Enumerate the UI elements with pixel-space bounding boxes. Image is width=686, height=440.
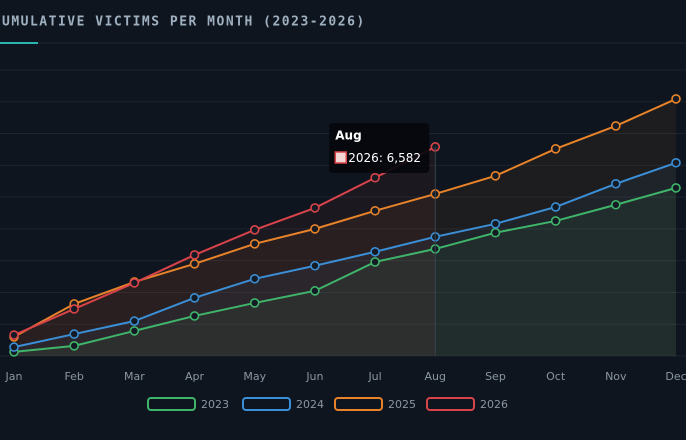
tooltip-box <box>329 123 430 173</box>
x-tick-label: Aug <box>425 370 446 383</box>
legend-swatch <box>426 397 475 411</box>
series-area <box>14 98 676 356</box>
point <box>249 298 260 308</box>
point <box>69 329 79 339</box>
point <box>129 326 140 336</box>
x-tick-label: Apr <box>185 370 205 383</box>
legend-swatch <box>147 397 196 411</box>
legend-label: 2024 <box>296 398 324 411</box>
lines <box>9 94 681 357</box>
point <box>189 250 200 260</box>
point <box>249 273 260 284</box>
point <box>671 94 681 104</box>
x-tick-label: Feb <box>64 370 83 383</box>
series-line <box>13 98 677 338</box>
tooltip-sep: : <box>379 151 387 165</box>
point <box>490 219 501 229</box>
point <box>550 144 561 154</box>
point <box>611 199 621 210</box>
x-tick-label: Jan <box>5 370 23 383</box>
x-tick-label: Mar <box>124 370 145 383</box>
tooltip-value: 2026: 6,582 <box>348 151 421 165</box>
point <box>69 341 79 351</box>
legend-label: 2023 <box>201 398 229 411</box>
point <box>370 246 380 257</box>
x-tick-label: Dec <box>665 370 686 383</box>
point <box>611 178 621 189</box>
tooltip-swatch <box>334 151 348 164</box>
x-tick-label: Nov <box>605 370 627 383</box>
point <box>671 157 681 168</box>
series-area <box>14 146 436 356</box>
point <box>129 278 140 288</box>
tooltip-series: 2026 <box>348 151 379 165</box>
point <box>370 205 380 216</box>
x-tick-label: Sep <box>485 370 506 383</box>
point <box>671 183 681 193</box>
x-axis: Jan Feb Mar Apr May Jun Jul Aug Sep Oct Nov Dec <box>5 370 686 383</box>
tooltip-number: 6,582 <box>387 151 421 165</box>
legend-label: 2026 <box>480 398 508 411</box>
point <box>189 293 200 303</box>
series-line <box>13 145 436 336</box>
point <box>189 259 200 269</box>
legend: 2023 2024 2025 2026 <box>147 397 508 411</box>
x-tick-label: Jul <box>367 370 381 383</box>
x-tick-label: May <box>243 370 266 383</box>
point <box>550 202 561 212</box>
series-line <box>13 161 677 349</box>
point <box>310 203 320 213</box>
tooltip-title: Aug <box>335 129 361 143</box>
point <box>189 311 200 321</box>
point <box>310 260 320 271</box>
x-tick-label: Jun <box>305 370 323 383</box>
point <box>611 121 621 131</box>
series-line <box>13 186 677 353</box>
x-tick-label: Oct <box>546 370 566 383</box>
legend-swatch <box>334 397 383 411</box>
point <box>69 304 79 314</box>
point <box>249 225 260 235</box>
point <box>310 224 320 234</box>
point <box>550 216 561 226</box>
legend-swatch <box>242 397 291 411</box>
chart-title: UMULATIVE VICTIMS PER MONTH (2023-2026) <box>2 15 366 30</box>
legend-label: 2025 <box>388 398 416 411</box>
tooltip: Aug 2026: 6,582 <box>329 123 436 356</box>
point <box>490 171 501 181</box>
point <box>490 227 501 238</box>
point <box>310 286 320 296</box>
point <box>370 172 380 183</box>
point <box>249 239 260 249</box>
point <box>129 316 140 326</box>
point <box>9 342 19 352</box>
point <box>370 257 380 267</box>
point <box>9 330 19 340</box>
